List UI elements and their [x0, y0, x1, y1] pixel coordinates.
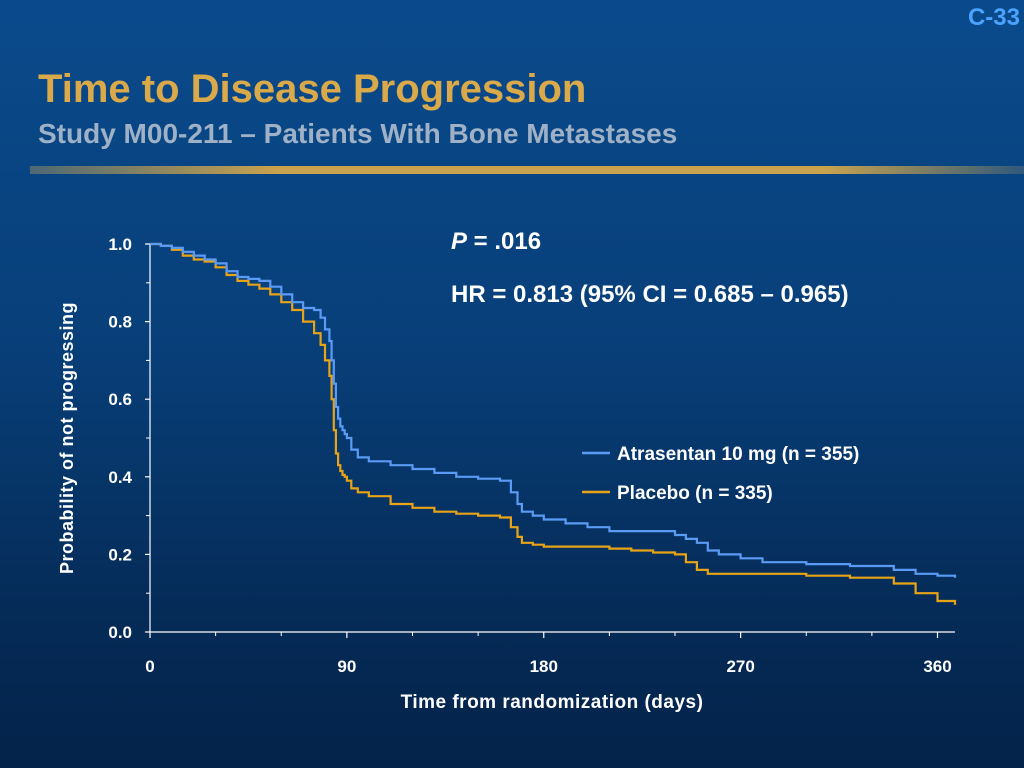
- hazard-ratio-annotation: HR = 0.813 (95% CI = 0.685 – 0.965): [451, 281, 849, 308]
- slide-subtitle: Study M00-211 – Patients With Bone Metas…: [38, 118, 678, 149]
- slide-number: C-33: [967, 4, 1020, 31]
- p-value: = .016: [467, 228, 542, 255]
- y-tick-label: 0.4: [108, 468, 132, 487]
- y-tick-label: 0.6: [108, 390, 132, 409]
- series-line-placebo: [150, 242, 957, 605]
- x-tick-label: 180: [530, 657, 558, 676]
- slide-title: Time to Disease Progression: [38, 67, 587, 111]
- p-value-annotation: P = .016: [451, 228, 541, 256]
- y-tick-label: 0.0: [108, 623, 132, 642]
- x-axis-label: Time from randomization (days): [401, 692, 704, 713]
- x-tick-label: 0: [145, 657, 154, 676]
- chart-axes: 0.0 0.2 0.4 0.6 0.8 1.0 0 90 180 270 360: [108, 235, 955, 676]
- x-tick-label: 90: [337, 657, 356, 676]
- legend-label-atrasentan: Atrasentan 10 mg (n = 355): [617, 444, 859, 465]
- y-tick-label: 0.2: [108, 545, 132, 564]
- x-tick-label: 270: [726, 657, 754, 676]
- p-label: P: [451, 228, 468, 255]
- chart-legend: Atrasentan 10 mg (n = 355) Placebo (n = 3…: [582, 444, 859, 504]
- y-tick-label: 0.8: [108, 313, 132, 332]
- y-tick-label: 1.0: [108, 235, 132, 254]
- chart-series: [150, 242, 957, 605]
- legend-label-placebo: Placebo (n = 335): [617, 483, 773, 504]
- series-line-atrasentan: [150, 242, 957, 578]
- x-tick-label: 360: [923, 657, 951, 676]
- title-divider: [30, 166, 1024, 174]
- y-axis-label: Probability of not progressing: [57, 302, 77, 574]
